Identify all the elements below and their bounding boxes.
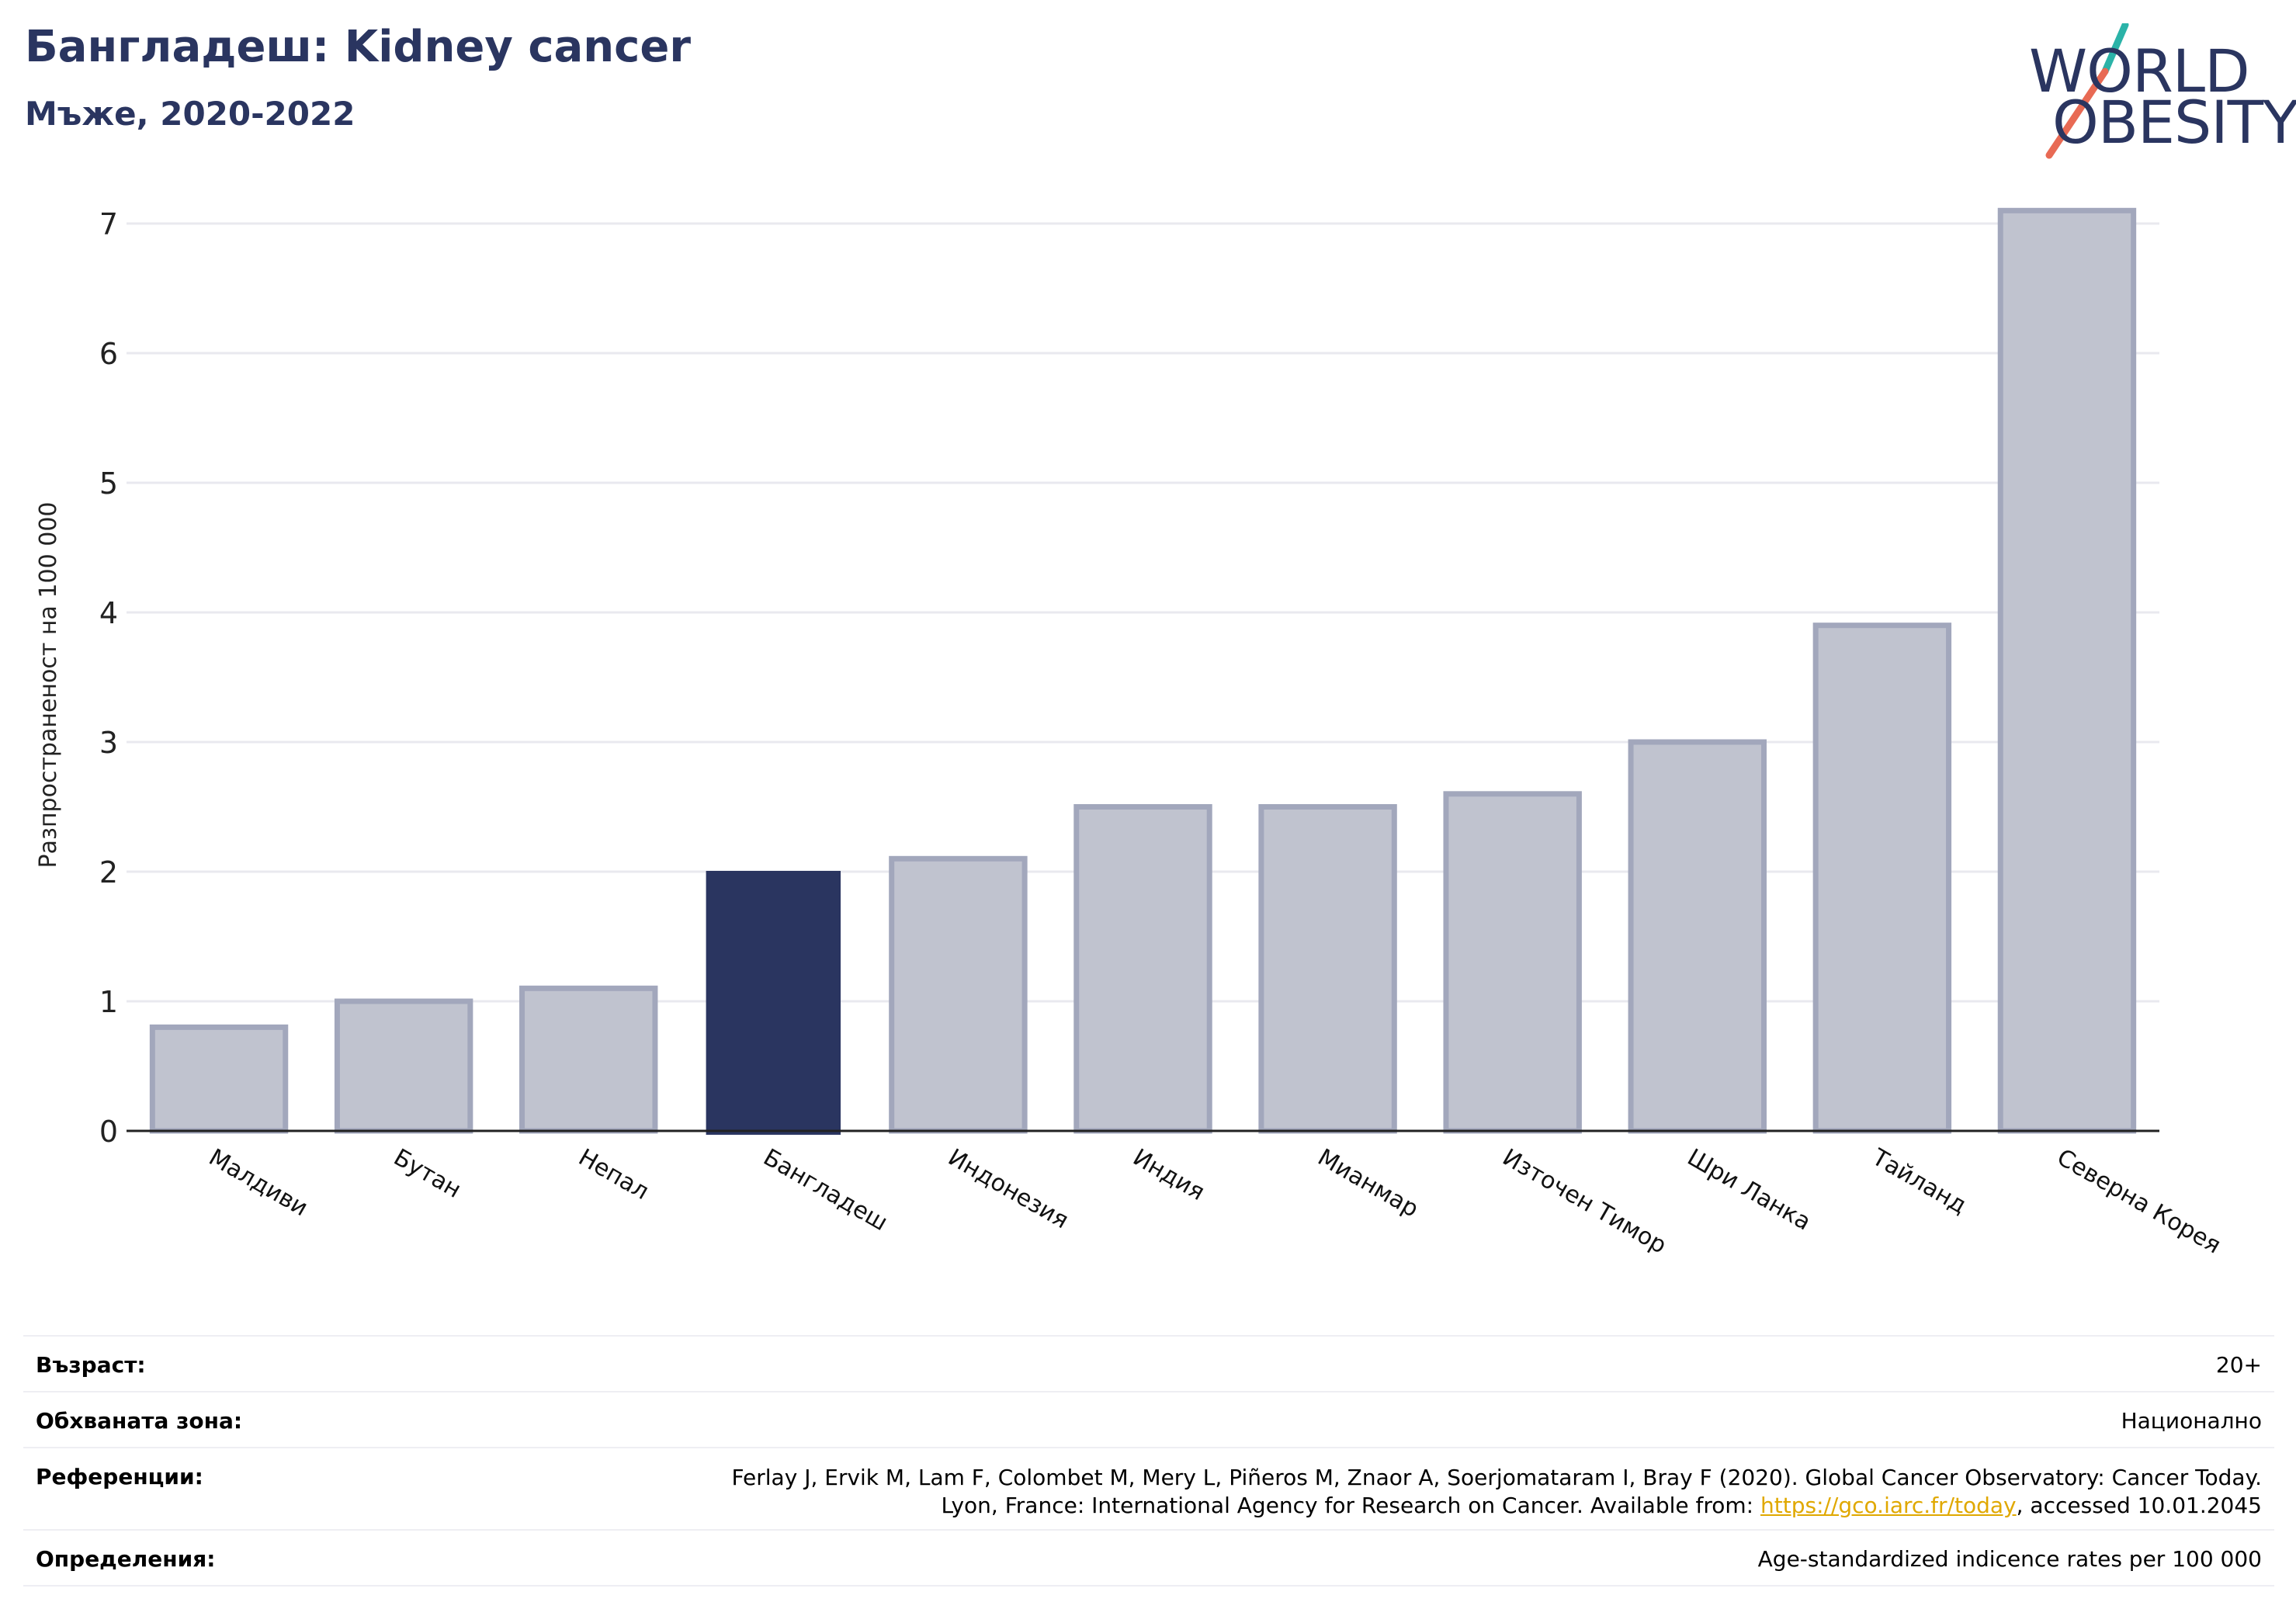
age-value: 20+ — [2215, 1352, 2262, 1378]
info-row-age: Възраст: 20+ — [23, 1335, 2274, 1391]
references-label: Референции: — [36, 1464, 203, 1489]
x-tick-label: Непал — [574, 1144, 654, 1205]
definitions-value: Age-standardized indicence rates per 100… — [1757, 1546, 2262, 1572]
bar-1 — [334, 998, 473, 1134]
age-label: Възраст: — [36, 1352, 146, 1378]
chart-title: Бангладеш: Kidney cancer — [25, 22, 691, 72]
references-link[interactable]: https://gco.iarc.fr/today — [1760, 1493, 2017, 1518]
x-tick-label: Източен Тимор — [1498, 1144, 1671, 1260]
y-tick-label: 5 — [99, 466, 118, 501]
y-tick-label: 7 — [99, 207, 118, 241]
bar-chart: 0 1 2 3 4 5 6 7 Разпространеност на 100 000 Малди… — [35, 207, 2225, 1260]
logo-line1: WORLD — [2029, 36, 2250, 106]
logo-slash-icon — [2045, 23, 2129, 159]
bar-6 — [1258, 804, 1397, 1134]
bar-10 — [1997, 207, 2137, 1134]
definitions-label: Определения: — [36, 1546, 216, 1572]
y-tick-label: 3 — [99, 726, 118, 760]
coverage-label: Обхваната зона: — [36, 1408, 243, 1434]
x-tick-label: Тайланд — [1867, 1143, 1972, 1219]
info-row-coverage: Обхваната зона: Национално — [23, 1391, 2274, 1447]
x-tick-label: Шри Ланка — [1683, 1144, 1816, 1236]
x-tick-label: Северна Корея — [2052, 1144, 2225, 1260]
world-obesity-logo: WORLD OBESITY — [2018, 23, 2296, 163]
x-tick-label: Малдиви — [204, 1144, 312, 1222]
bar-0 — [149, 1024, 289, 1134]
references-value: Ferlay J, Ervik M, Lam F, Colombet M, Me… — [731, 1464, 2262, 1520]
y-tick-label: 0 — [99, 1115, 118, 1149]
x-tick-label: Индия — [1129, 1144, 1209, 1206]
info-row-definitions: Определения: Age-standardized indicence … — [23, 1529, 2274, 1587]
y-tick-label: 2 — [99, 855, 118, 890]
bar-2 — [519, 985, 658, 1134]
y-axis-label: Разпространеност на 100 000 — [35, 502, 62, 869]
references-line2-pre: Lyon, France: International Agency for R… — [941, 1493, 1760, 1518]
chart-subtitle: Мъже, 2020-2022 — [25, 95, 355, 133]
bar-4 — [889, 855, 1028, 1134]
bar-9 — [1812, 622, 1952, 1134]
y-tick-label: 6 — [99, 337, 118, 371]
y-tick-label: 4 — [99, 596, 118, 630]
references-line1: Ferlay J, Ervik M, Lam F, Colombet M, Me… — [731, 1465, 2262, 1490]
bar-8 — [1628, 739, 1767, 1134]
info-row-references: Референции: Ferlay J, Ervik M, Lam F, Co… — [23, 1447, 2274, 1529]
x-tick-label: Бутан — [389, 1144, 466, 1204]
x-tick-label: Индонезия — [943, 1144, 1073, 1235]
logo-line2: OBESITY — [2052, 88, 2296, 157]
coverage-value: Национално — [2121, 1408, 2262, 1434]
bar-3 — [706, 871, 841, 1135]
bar-5 — [1073, 804, 1212, 1134]
info-table: Възраст: 20+ Обхваната зона: Национално … — [23, 1335, 2274, 1587]
x-tick-label: Бангладеш — [758, 1144, 892, 1237]
bar-7 — [1443, 791, 1582, 1134]
references-line2-post: , accessed 10.01.2045 — [2016, 1493, 2262, 1518]
y-tick-label: 1 — [99, 985, 118, 1019]
x-tick-label: Мианмар — [1313, 1144, 1424, 1223]
